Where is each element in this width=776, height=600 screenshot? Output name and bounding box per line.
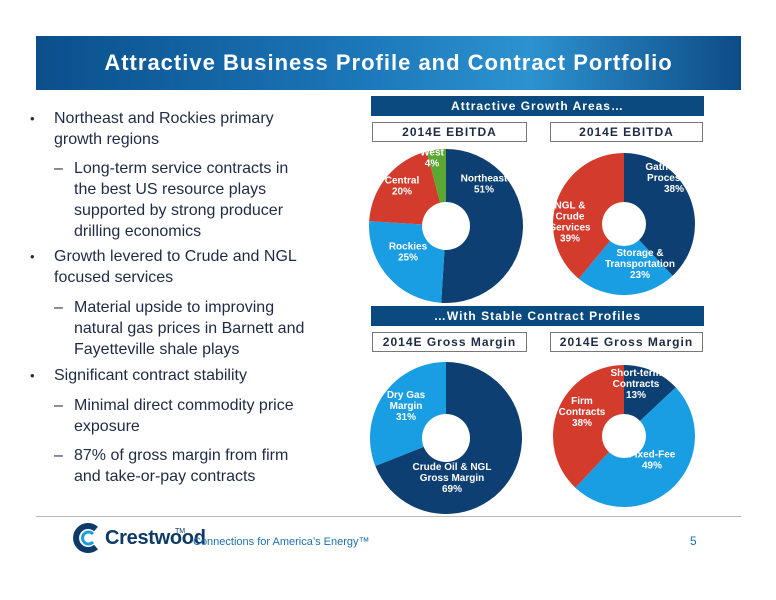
donut-hole xyxy=(602,414,646,458)
footer-tagline: Connections for America’s Energy™ xyxy=(193,536,370,548)
slice-label: Short-term Contracts 13% xyxy=(610,368,661,401)
page-number: 5 xyxy=(690,534,697,548)
bullet-text-line: focused services xyxy=(54,269,174,286)
contract-profiles-header: …With Stable Contract Profiles xyxy=(371,306,704,326)
bullet-text-line: growth regions xyxy=(54,131,159,148)
pie-slice xyxy=(369,221,446,303)
bullet-text-line: Minimal direct commodity price xyxy=(74,397,294,414)
bullet-text-line: Northeast and Rockies primary xyxy=(54,110,274,127)
slice-label: Rockies 25% xyxy=(389,242,428,264)
pie-slice xyxy=(369,151,446,226)
slice-label: Firm Contracts 38% xyxy=(559,396,606,429)
chart-2-title: 2014E EBITDA xyxy=(550,122,703,142)
bullet-text-line: drilling economics xyxy=(74,223,202,240)
bullet-marker: – xyxy=(54,447,63,464)
donut-hole xyxy=(602,202,646,246)
bullet-text-line: the best US resource plays xyxy=(74,181,267,198)
bullet-text-line: supported by strong producer xyxy=(74,202,284,219)
bullet-marker: – xyxy=(54,397,63,414)
slice-label: Storage & Transportation 23% xyxy=(605,248,675,281)
bullet-marker: • xyxy=(30,111,35,126)
pie-slice xyxy=(441,149,524,303)
logo-trademark: TM xyxy=(175,528,186,535)
pie-slice xyxy=(553,365,624,488)
bullet-text-line: Fayetteville shale plays xyxy=(74,341,240,358)
bullet-item: – Long-term service contracts in the best … xyxy=(54,158,288,242)
footer-rule xyxy=(36,516,741,517)
bullet-marker: • xyxy=(30,368,35,383)
pie-slice xyxy=(624,153,695,276)
growth-areas-header: Attractive Growth Areas… xyxy=(371,96,704,116)
bullet-marker: – xyxy=(54,160,63,177)
bullet-text-line: natural gas prices in Barnett and xyxy=(74,320,305,337)
title-banner: Attractive Business Profile and Contract… xyxy=(36,36,741,90)
chart-4-title: 2014E Gross Margin xyxy=(550,332,703,352)
pie-slice xyxy=(578,224,673,295)
slice-label: NGL & Crude Services 39% xyxy=(549,201,591,245)
donut-hole xyxy=(422,202,470,250)
bullet-text-line: Long-term service contracts in xyxy=(74,160,289,177)
bullet-marker: • xyxy=(30,249,35,264)
slice-label: Dry Gas Margin 31% xyxy=(387,390,426,423)
chart-1-title: 2014E EBITDA xyxy=(372,122,527,142)
slice-label: Fixed-Fee 49% xyxy=(629,450,676,472)
bullet-text-line: Growth levered to Crude and NGL xyxy=(54,248,297,265)
bullet-text-line: Significant contract stability xyxy=(54,367,247,384)
bullet-text-line: Material upside to improving xyxy=(74,299,275,316)
donut-hole xyxy=(422,414,470,462)
slide-title: Attractive Business Profile and Contract… xyxy=(104,50,673,75)
bullet-marker: – xyxy=(54,299,63,316)
slice-label: Gathering & Processing 38% xyxy=(645,162,702,195)
bullet-item: –87% of gross margin from firm and take-o… xyxy=(54,445,288,487)
bullet-text-line: 87% of gross margin from firm xyxy=(74,447,289,464)
bullet-text-line: exposure xyxy=(74,418,140,435)
company-logo-text: Crestwood xyxy=(105,527,206,549)
bullet-item: • Significant contract stability xyxy=(30,365,247,386)
slice-label: Northeast 51% xyxy=(461,174,508,196)
slice-label: Crude Oil & NGL Gross Margin 69% xyxy=(413,462,492,495)
slice-label: Central 20% xyxy=(385,176,420,198)
bullet-item: • Northeast and Rockies primary growth reg… xyxy=(30,108,274,150)
chart-3-title: 2014E Gross Margin xyxy=(372,332,527,352)
slice-label: West 4% xyxy=(420,148,444,170)
bullet-text-line: and take-or-pay contracts xyxy=(74,468,256,485)
bullet-item: – Material upside to improving natural gas… xyxy=(54,297,304,360)
crestwood-logo-icon xyxy=(73,523,98,553)
pie-slice xyxy=(553,153,624,279)
bullet-item: • Growth levered to Crude and NGL focused … xyxy=(30,246,297,288)
bullet-item: – Minimal direct commodity price exposure xyxy=(54,395,294,437)
